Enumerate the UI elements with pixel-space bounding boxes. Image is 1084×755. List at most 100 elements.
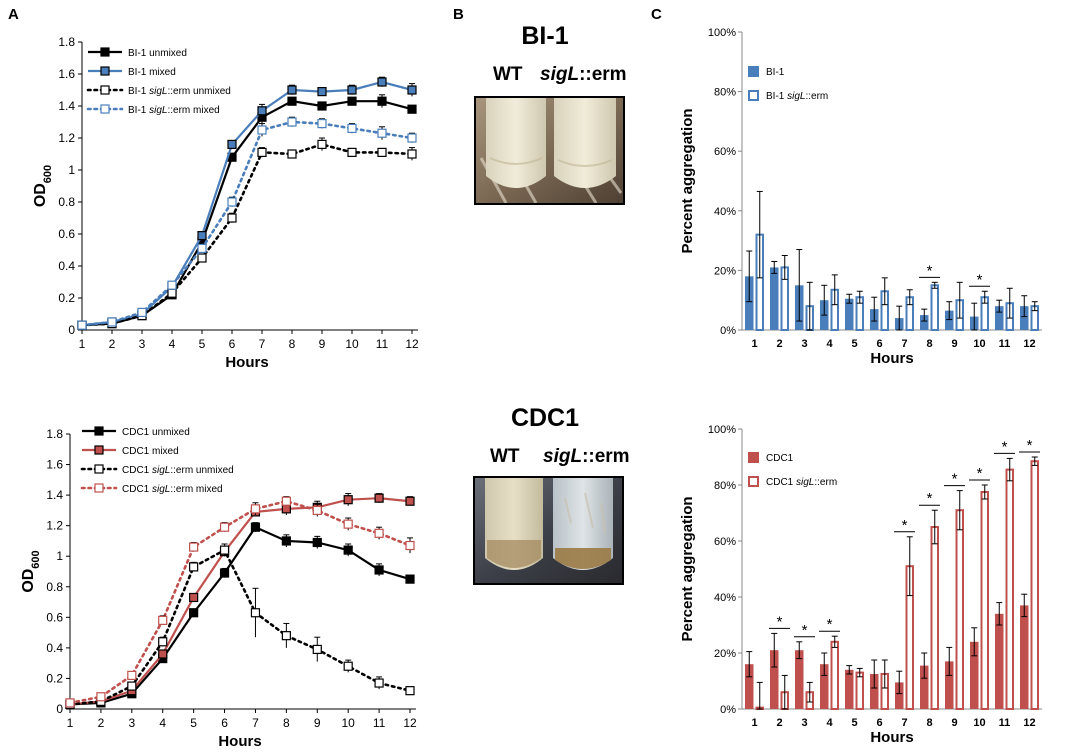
legend-swatch bbox=[748, 476, 759, 487]
tube-photo-bi1-drawing bbox=[476, 98, 623, 203]
significance-star: * bbox=[927, 490, 933, 507]
bar-cdc1 bbox=[920, 665, 929, 709]
x-tick-label: 1 bbox=[751, 717, 757, 729]
data-point-bi-1-mixed bbox=[257, 106, 267, 116]
legend-label-part: ::erm bbox=[805, 91, 828, 102]
data-point-bi-1-sigl-erm-mixed bbox=[227, 197, 237, 207]
y-tick-label: 1.4 bbox=[58, 99, 75, 113]
y-tick-label: 40% bbox=[714, 592, 736, 604]
y-tick-label: 1 bbox=[68, 163, 75, 177]
data-point-cdc1-mixed bbox=[158, 649, 168, 659]
series-line-cdc1-sigl-erm-mixed bbox=[68, 499, 412, 705]
tube-photo-cdc1-drawing bbox=[475, 478, 622, 583]
bar-bi-1 bbox=[995, 306, 1004, 330]
y-tick-label: 60% bbox=[714, 536, 736, 548]
x-tick-label: 8 bbox=[926, 717, 932, 729]
legend-label-part: unmixed bbox=[190, 86, 231, 97]
data-point-cdc1-sigl-erm-mixed bbox=[96, 692, 106, 702]
legend-marker bbox=[100, 66, 110, 76]
data-point-bi-1-sigl-erm-mixed bbox=[317, 118, 327, 129]
data-point-cdc1-sigl-erm-mixed bbox=[189, 542, 199, 552]
panel-letter-b: B bbox=[453, 6, 464, 23]
x-tick-label: 6 bbox=[876, 338, 882, 350]
panel-letter-a: A bbox=[8, 6, 19, 23]
y-tick-label: 20% bbox=[714, 648, 736, 660]
bar-bi-1 bbox=[770, 267, 779, 330]
legend-label: CDC1 unmixed bbox=[122, 427, 190, 438]
bar-bi-1 bbox=[920, 315, 929, 330]
x-tick-label: 4 bbox=[159, 716, 166, 730]
legend-marker bbox=[94, 445, 104, 455]
bar-cdc1 bbox=[820, 664, 829, 709]
legend-marker bbox=[100, 104, 110, 114]
mutant-gene-cdc1: sigL bbox=[543, 446, 583, 467]
legend-label: CDC1 sigL::erm unmixed bbox=[122, 465, 234, 476]
data-point-cdc1-unmixed bbox=[405, 574, 415, 584]
x-tick-label: 7 bbox=[901, 338, 907, 350]
data-point-bi-1-sigl-erm-unmixed bbox=[377, 147, 387, 157]
legend-marker bbox=[94, 483, 104, 493]
y-tick-label: 0.2 bbox=[58, 291, 75, 305]
series-line-bi-1-unmixed bbox=[81, 100, 413, 327]
x-tick-label: 6 bbox=[876, 717, 882, 729]
x-tick-label: 4 bbox=[826, 717, 833, 729]
data-point-bi-1-sigl-erm-mixed bbox=[407, 133, 417, 143]
significance-star: * bbox=[802, 622, 808, 639]
y-tick-label: 1 bbox=[56, 549, 63, 563]
legend-marker bbox=[100, 85, 110, 95]
data-point-cdc1-sigl-erm-mixed bbox=[343, 519, 353, 529]
bar-cdc1 bbox=[945, 661, 954, 709]
tube-photo-cdc1 bbox=[473, 476, 624, 585]
data-point-cdc1-sigl-erm-mixed bbox=[374, 528, 384, 538]
bar-cdc1 bbox=[1020, 605, 1029, 709]
data-point-cdc1-sigl-erm-unmixed bbox=[374, 678, 384, 688]
y-tick-label: 0.8 bbox=[58, 195, 75, 209]
data-point-cdc1-mixed bbox=[374, 493, 384, 503]
data-point-cdc1-sigl-erm-unmixed bbox=[405, 686, 415, 696]
x-tick-label: 9 bbox=[951, 717, 957, 729]
x-tick-label: 2 bbox=[776, 338, 782, 350]
legend-label-part: unmixed bbox=[193, 465, 234, 476]
legend-label-part: ::erm bbox=[167, 105, 190, 116]
significance-star: * bbox=[827, 616, 833, 633]
y-axis-title-sub: 600 bbox=[30, 550, 42, 568]
y-tick-label: 20% bbox=[714, 265, 736, 277]
y-axis-title-sub: 600 bbox=[42, 165, 54, 183]
y-tick-label: 1.8 bbox=[46, 427, 63, 441]
x-tick-label: 10 bbox=[973, 338, 985, 350]
series-line-bi-1-mixed bbox=[81, 80, 413, 327]
photo-wt-label-cdc1: WT bbox=[490, 446, 520, 467]
bar-cdc1 bbox=[770, 650, 779, 709]
x-axis-title: Hours bbox=[870, 350, 913, 367]
x-axis-title: Hours bbox=[225, 354, 268, 371]
y-tick-label: 1.6 bbox=[46, 458, 63, 472]
legend-label-gene: sigL bbox=[152, 465, 170, 476]
x-tick-label: 2 bbox=[109, 337, 116, 351]
data-point-cdc1-mixed bbox=[281, 504, 291, 514]
legend-marker bbox=[94, 464, 104, 474]
y-tick-label: 0 bbox=[56, 702, 63, 716]
mutant-suffix-cdc1: ::erm bbox=[582, 446, 630, 467]
y-tick-label: 0.6 bbox=[58, 227, 75, 241]
data-point-bi-1-sigl-erm-unmixed bbox=[407, 149, 417, 159]
x-tick-label: 6 bbox=[221, 716, 228, 730]
legend-label-gene: sigL bbox=[796, 477, 814, 488]
panel-letter-c: C bbox=[651, 6, 662, 23]
data-point-bi-1-sigl-erm-mixed bbox=[347, 123, 357, 134]
legend-label-part: ::erm bbox=[170, 465, 193, 476]
x-tick-label: 12 bbox=[1023, 717, 1035, 729]
data-point-bi-1-sigl-erm-mixed bbox=[287, 117, 297, 127]
y-tick-label: 100% bbox=[708, 424, 736, 436]
data-point-bi-1-sigl-erm-unmixed bbox=[197, 253, 207, 263]
data-point-cdc1-unmixed bbox=[281, 536, 291, 546]
x-tick-label: 7 bbox=[252, 716, 259, 730]
series-line-cdc1-mixed bbox=[69, 497, 411, 706]
data-point-bi-1-sigl-erm-unmixed bbox=[257, 147, 267, 157]
x-tick-label: 10 bbox=[342, 716, 356, 730]
data-point-bi-1-sigl-erm-unmixed bbox=[347, 147, 357, 157]
legend-label: BI-1 sigL::erm unmixed bbox=[128, 86, 231, 97]
data-point-cdc1-sigl-erm-unmixed bbox=[219, 545, 230, 555]
x-tick-label: 5 bbox=[190, 716, 197, 730]
legend-label: BI-1 sigL::erm mixed bbox=[128, 105, 220, 116]
data-point-bi-1-mixed bbox=[197, 231, 207, 241]
